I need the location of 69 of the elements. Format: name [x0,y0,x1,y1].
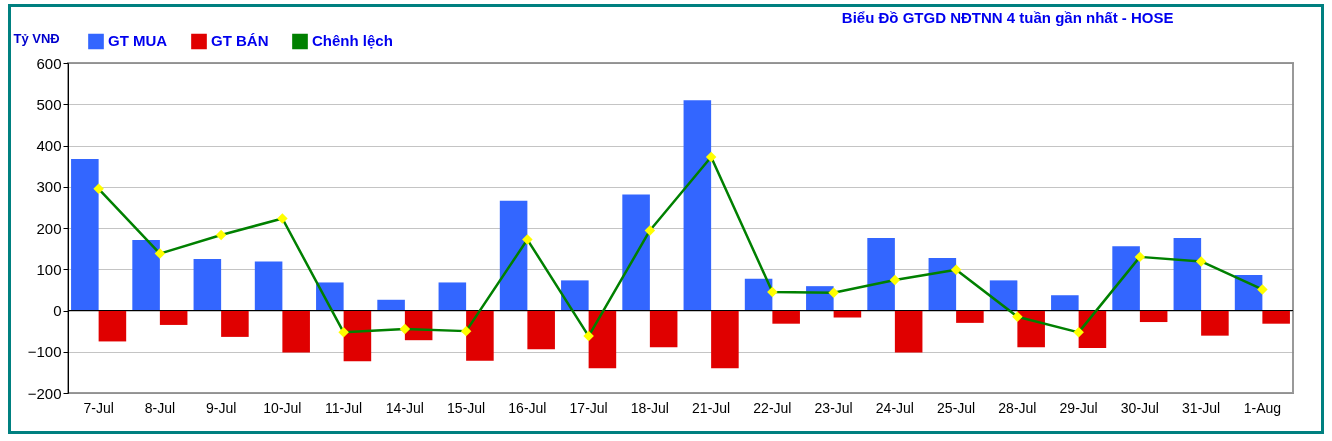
bar [466,310,494,361]
x-tick-label: 22-Jul [753,399,792,416]
bar [867,237,895,311]
x-tick-label: 29-Jul [1059,399,1098,416]
bar [1112,246,1140,311]
bar [588,310,617,369]
y-axis-title: Tỷ VNĐ [13,30,60,46]
x-tick-label: 30-Jul [1120,399,1159,416]
y-tick-label: 600 [36,54,62,72]
bar [221,310,249,337]
bar [1262,310,1290,324]
bar [71,159,99,311]
x-tick-label: 17-Jul [569,399,608,416]
x-tick-label: 18-Jul [630,399,669,416]
y-tick-label: 400 [36,137,62,154]
bar [772,310,800,324]
x-tick-label: 31-Jul [1182,399,1221,416]
bar [377,299,405,311]
x-tick-label: 24-Jul [875,399,914,416]
bar [1017,310,1045,348]
bar [744,278,773,311]
bar [1201,310,1229,336]
bar [683,100,712,311]
bar [1051,295,1079,311]
legend-label: GT BÁN [211,32,269,50]
bar [193,258,222,311]
bar [438,282,467,311]
x-tick-label: 21-Jul [692,399,731,416]
bar [254,261,283,311]
legend-label: GT MUA [108,32,168,50]
x-tick-label: 10-Jul [263,399,302,416]
x-tick-label: 1-Aug [1243,399,1282,416]
x-tick-label: 8-Jul [144,399,176,416]
x-tick-label: 28-Jul [998,399,1037,416]
x-tick-label: 15-Jul [447,399,486,416]
x-tick-label: 14-Jul [385,399,424,416]
y-tick-label: −100 [27,343,62,361]
x-tick-label: 16-Jul [508,399,547,416]
bar [622,194,650,311]
bar [649,310,678,348]
bar [833,310,862,318]
bar [282,310,310,353]
bar [956,310,984,323]
bar [711,310,739,369]
x-tick-label: 9-Jul [205,399,237,416]
y-tick-label: −200 [27,384,62,402]
bar [894,310,923,353]
bar [159,310,188,325]
bar [98,310,127,342]
x-tick-label: 7-Jul [83,399,114,416]
x-tick-label: 25-Jul [937,399,976,416]
bar [499,200,528,311]
bar [1139,310,1168,323]
bar [1173,237,1202,311]
x-tick-label: 23-Jul [814,399,853,416]
bar [989,280,1018,311]
bar [928,258,957,311]
chart-title: Biểu Đồ GTGD NĐTNN 4 tuần gần nhất - HOSE [841,9,1174,26]
y-tick-label: 100 [36,260,62,278]
bar [527,310,555,350]
y-tick-label: 200 [36,219,62,237]
y-tick-label: 500 [36,95,62,113]
legend-label: Chênh lệch [312,32,393,50]
bar [561,280,589,311]
y-tick-label: 0 [53,302,62,319]
bar [132,239,160,311]
y-tick-label: 300 [36,178,62,196]
x-tick-label: 11-Jul [325,399,363,416]
bar [343,310,372,362]
